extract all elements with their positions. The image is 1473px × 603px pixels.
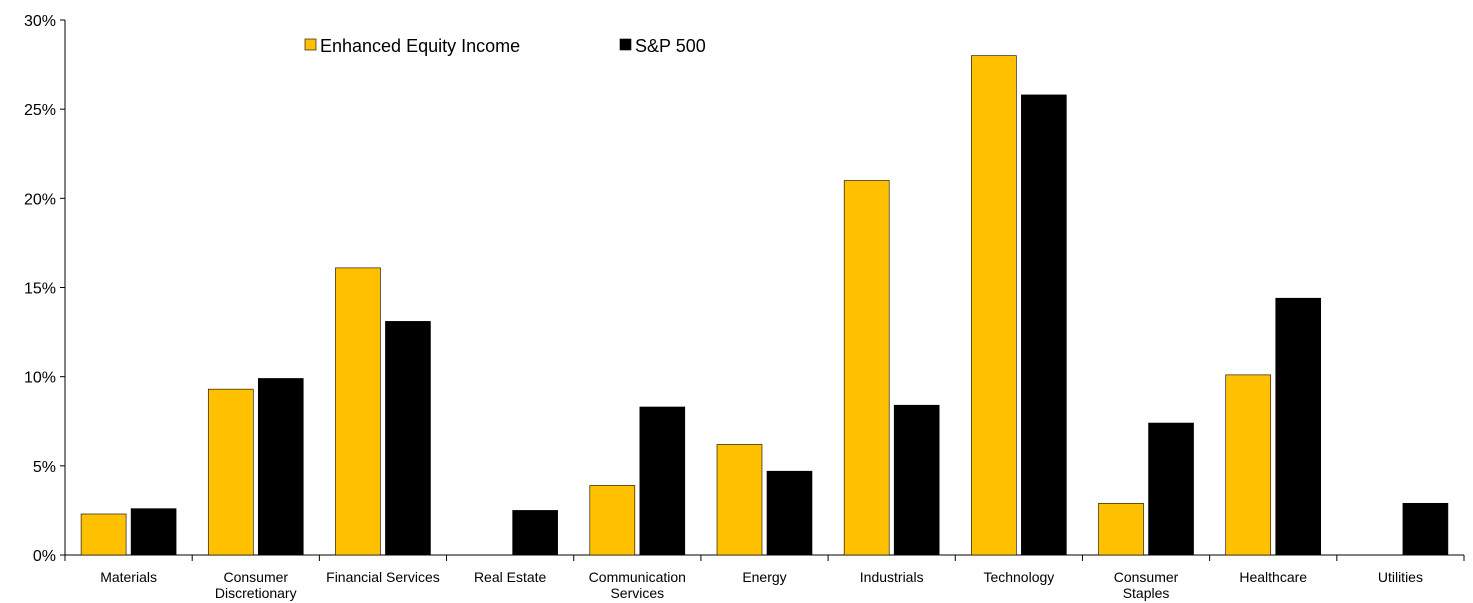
bar-enhanced-equity-income	[843, 180, 890, 556]
bar-sp500	[893, 404, 940, 556]
x-category-label: Materials	[100, 569, 157, 585]
bar-sp500	[766, 470, 813, 556]
x-category-label: Utilities	[1378, 569, 1423, 585]
x-category-label: Technology	[983, 569, 1054, 585]
legend-enhanced-equity-income-swatch	[304, 38, 317, 51]
bar-enhanced-equity-income	[589, 485, 636, 556]
x-category-label: Consumer Staples	[1114, 569, 1179, 601]
x-category-label: Consumer Discretionary	[215, 569, 297, 601]
x-category-label: Financial Services	[326, 569, 440, 585]
x-category-label: Energy	[742, 569, 786, 585]
y-tick-label: 25%	[24, 102, 56, 119]
x-category-label: Industrials	[860, 569, 924, 585]
bar-enhanced-equity-income	[207, 388, 254, 556]
legend-sp500-swatch	[619, 38, 632, 51]
y-tick-label: 0%	[33, 548, 56, 565]
y-tick-label: 15%	[24, 281, 56, 298]
bar-sp500	[130, 508, 177, 556]
y-tick-label: 20%	[24, 191, 56, 208]
bar-sp500	[1402, 502, 1449, 556]
bar-sp500	[639, 406, 686, 556]
bar-sp500	[1021, 94, 1067, 556]
bar-sp500	[1148, 422, 1194, 556]
x-category-label: Communication Services	[589, 569, 686, 601]
bar-sp500	[257, 378, 304, 556]
bar-sp500	[1275, 297, 1322, 556]
bar-enhanced-equity-income	[1225, 374, 1272, 556]
y-tick-label: 30%	[24, 13, 56, 30]
y-tick-label: 5%	[33, 459, 56, 476]
legend-enhanced-equity-income-label: Enhanced Equity Income	[320, 36, 520, 56]
y-tick-label: 10%	[24, 370, 56, 387]
bar-enhanced-equity-income	[716, 444, 763, 556]
x-category-label: Real Estate	[474, 569, 547, 585]
bar-enhanced-equity-income	[335, 267, 381, 556]
bar-enhanced-equity-income	[1098, 502, 1144, 556]
bar-sp500	[512, 510, 558, 556]
bar-sp500	[385, 321, 431, 556]
bar-enhanced-equity-income	[80, 513, 127, 556]
bar-enhanced-equity-income	[971, 55, 1017, 556]
x-category-label: Healthcare	[1239, 569, 1307, 585]
legend-sp500-label: S&P 500	[635, 36, 706, 56]
